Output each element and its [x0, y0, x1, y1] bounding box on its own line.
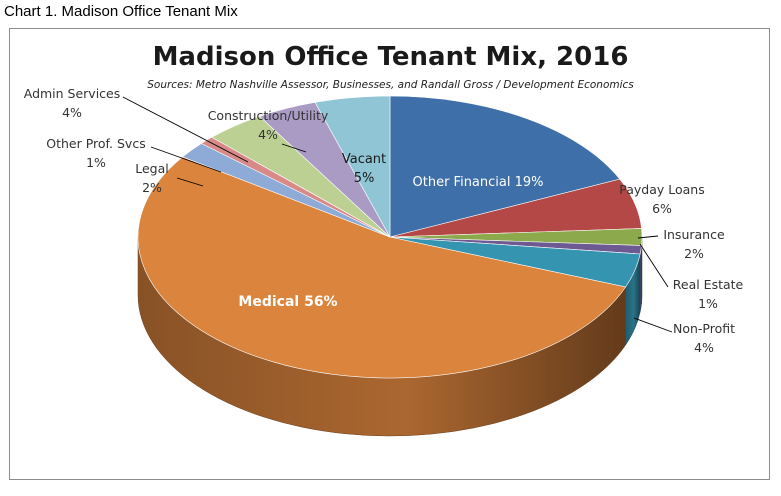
label-construction-utility-pct: 4%	[258, 127, 278, 142]
chart-caption: Chart 1. Madison Office Tenant Mix	[4, 3, 238, 20]
label-insurance-name: Insurance	[663, 227, 725, 242]
leader-line	[281, 143, 307, 153]
label-legal-name: Legal	[135, 161, 169, 176]
label-vacant-name: Vacant	[342, 152, 386, 167]
label-medical: Medical 56%	[238, 294, 337, 310]
leader-line	[122, 96, 249, 163]
leader-line	[176, 177, 204, 187]
leader-line	[637, 235, 659, 239]
label-real-estate-name: Real Estate	[673, 277, 744, 292]
chart-subtitle: Sources: Metro Nashville Assessor, Busin…	[147, 79, 634, 91]
label-other-financial: Other Financial 19%	[413, 175, 544, 190]
label-admin-services-pct: 4%	[62, 105, 82, 120]
label-legal-pct: 2%	[142, 180, 162, 195]
pie-slice-vacant	[314, 95, 391, 239]
label-non-profit-pct: 4%	[694, 340, 714, 355]
label-non-profit-name: Non-Profit	[673, 321, 735, 336]
leader-line	[633, 317, 673, 333]
label-construction-utility-name: Construction/Utility	[208, 108, 329, 123]
pie-labels: Other Financial 19% Medical 56% Vacant 5% Pa…	[24, 86, 744, 355]
chart-title: Madison Office Tenant Mix, 2016	[152, 42, 629, 72]
label-admin-services-name: Admin Services	[24, 86, 121, 101]
label-other-prof-svcs-pct: 1%	[86, 155, 106, 170]
label-payday-loans-pct: 6%	[652, 201, 672, 216]
pie-slice-other-financial	[389, 95, 621, 238]
pie-slice-medical	[137, 156, 627, 379]
label-insurance-pct: 2%	[684, 246, 704, 261]
label-vacant-pct: 5%	[354, 171, 375, 186]
leader-line	[639, 243, 669, 288]
label-real-estate-pct: 1%	[698, 296, 718, 311]
leader-line	[150, 146, 222, 173]
label-payday-loans-name: Payday Loans	[619, 182, 705, 197]
pie-top	[137, 95, 643, 379]
pie-side-walls	[137, 236, 643, 437]
label-other-prof-svcs-name: Other Prof. Svcs	[46, 136, 145, 151]
